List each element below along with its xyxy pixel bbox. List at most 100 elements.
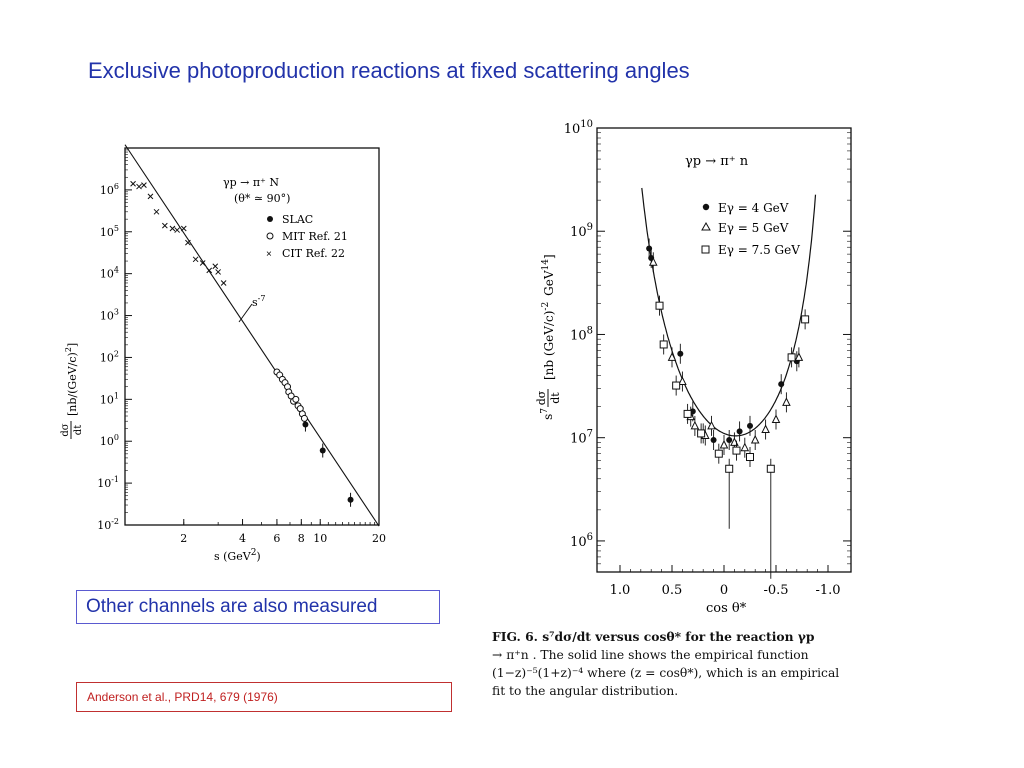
caption-line-2: → π⁺n . The solid line shows the empiric… xyxy=(492,648,809,662)
right-point-7-5gev xyxy=(746,453,754,462)
left-point-cit xyxy=(153,208,160,215)
legend-4gev-marker xyxy=(702,203,710,211)
right-y-tick-label: 1010 xyxy=(564,119,593,137)
right-point-5gev xyxy=(719,439,729,449)
left-point-cit xyxy=(180,225,187,232)
right-point-5gev xyxy=(782,397,791,406)
left-point-cit xyxy=(130,180,136,187)
left-y-tick-label: 10-2 xyxy=(97,517,119,532)
legend-mit-marker xyxy=(266,232,274,240)
right-point-5gev xyxy=(794,352,804,361)
right-y-axis-label: s7 dσ dt [nb (GeV/c)-2GeV14] xyxy=(535,254,562,420)
left-plot-frame xyxy=(124,147,380,526)
right-x-tick-label: 0 xyxy=(720,583,728,598)
right-x-tick-label: -0.5 xyxy=(763,583,788,598)
left-legend: SLAC MIT Ref. 21 × CIT Ref. 22 xyxy=(266,213,348,260)
right-point-7-5gev xyxy=(655,301,664,310)
right-x-tick-label: 0.5 xyxy=(662,583,683,598)
right-point-4gev xyxy=(747,422,753,429)
right-ylabel-pre: s7 xyxy=(540,408,555,420)
right-y-tick-label: 106 xyxy=(570,532,593,550)
fit-label: s-7 xyxy=(252,294,265,309)
left-point-cit xyxy=(212,263,219,270)
left-point-cit xyxy=(169,225,176,232)
caption-line-4: fit to the angular distribution. xyxy=(492,684,679,698)
left-y-tick-label: 106 xyxy=(100,182,119,197)
left-point-mit xyxy=(300,414,308,422)
left-point-cit xyxy=(192,256,199,263)
caption-line-1: FIG. 6. s⁷dσ/dt versus cosθ* for the rea… xyxy=(492,629,815,644)
left-point-cit xyxy=(185,239,191,246)
right-point-4gev xyxy=(710,436,717,443)
left-x-tick-label: 2 xyxy=(180,532,187,545)
right-legend: Eγ = 4 GeV Eγ = 5 GeV Eγ = 7.5 GeV xyxy=(701,201,800,257)
right-point-4gev xyxy=(646,245,653,252)
fit-label-pointer xyxy=(238,303,253,323)
legend-cit-label: CIT Ref. 22 xyxy=(282,247,345,260)
left-y-axis-label: dσ dt [nb/(GeV/c)2] xyxy=(60,343,84,439)
left-ticks: 2 4 6 8 10 20 10-2 10-1 100 101 102 103 104 105 106 xyxy=(97,149,386,545)
legend-75gev-marker xyxy=(701,245,710,254)
right-point-5gev xyxy=(678,376,687,386)
left-y-tick-label: 101 xyxy=(100,391,119,406)
left-reaction-label: γp → π⁺ N xyxy=(223,176,279,189)
left-x-tick-label: 6 xyxy=(273,532,280,545)
left-x-tick-label: 10 xyxy=(313,532,327,545)
legend-slac-marker xyxy=(267,216,273,222)
caption-line-3: (1−z)⁻⁵(1+z)⁻⁴ where (z = cosθ*), which … xyxy=(492,666,840,680)
left-y-tick-label: 10-1 xyxy=(97,475,119,490)
right-point-5gev xyxy=(740,442,750,452)
legend-mit-label: MIT Ref. 21 xyxy=(282,230,348,243)
right-point-7-5gev xyxy=(714,449,723,458)
right-point-7-5gev xyxy=(801,315,810,324)
right-xlabel: cos θ* xyxy=(706,601,747,616)
right-y-tick-label: 109 xyxy=(570,222,593,240)
right-point-7-5gev xyxy=(697,429,706,438)
right-point-4gev xyxy=(736,428,743,435)
left-ylabel-num: dσ xyxy=(60,423,71,436)
left-ylabel-unit: [nb/(GeV/c)2] xyxy=(64,343,79,416)
left-y-tick-label: 105 xyxy=(100,224,119,239)
right-point-5gev xyxy=(667,352,677,361)
right-fit-curve xyxy=(641,187,817,437)
left-point-cit xyxy=(206,267,213,274)
right-chart: 1.0 0.5 0 -0.5 -1.0 106 107 108 109 1010 γp → π⁺ … xyxy=(535,119,852,616)
left-angle-label: (θ* ≃ 90°) xyxy=(234,192,290,205)
right-ylabel-den: dt xyxy=(549,392,562,404)
right-ticks: 1.0 0.5 0 -0.5 -1.0 106 107 108 109 1010 xyxy=(564,119,851,598)
right-plot-frame xyxy=(596,127,852,573)
legend-4gev-label: Eγ = 4 GeV xyxy=(718,201,789,215)
left-x-tick-label: 20 xyxy=(372,532,386,545)
left-point-cit xyxy=(174,227,181,233)
right-point-5gev xyxy=(750,434,760,444)
left-point-cit xyxy=(147,193,154,200)
left-fit-line xyxy=(124,144,380,527)
left-ylabel-den: dt xyxy=(73,425,84,435)
left-fit-s-7 xyxy=(124,144,380,527)
right-ylabel-num: dσ xyxy=(535,390,548,405)
right-point-7-5gev xyxy=(766,464,775,473)
left-x-tick-label: 4 xyxy=(239,532,246,545)
right-point-4gev xyxy=(677,350,684,357)
left-x-tick-label: 8 xyxy=(298,532,305,545)
right-point-7-5gev xyxy=(732,446,741,455)
left-point-cit xyxy=(220,280,227,286)
legend-cit-marker: × xyxy=(266,249,272,260)
right-point-5gev xyxy=(648,257,658,266)
reference-box: Anderson et al., PRD14, 679 (1976) xyxy=(76,682,452,712)
left-y-tick-label: 103 xyxy=(100,308,119,323)
right-point-7-5gev xyxy=(672,381,681,390)
legend-5gev-marker xyxy=(701,221,711,231)
left-point-slac xyxy=(302,421,309,428)
right-empirical-curve xyxy=(641,187,817,437)
left-point-mit xyxy=(292,395,300,403)
left-point-cit xyxy=(141,182,147,188)
right-points xyxy=(646,238,810,579)
right-x-tick-label: -1.0 xyxy=(815,583,840,598)
right-point-5gev xyxy=(761,424,770,434)
other-channels-box: Other channels are also measured xyxy=(76,590,440,624)
left-y-tick-label: 104 xyxy=(100,266,119,281)
right-point-4gev xyxy=(726,436,733,443)
left-point-cit xyxy=(199,260,206,266)
